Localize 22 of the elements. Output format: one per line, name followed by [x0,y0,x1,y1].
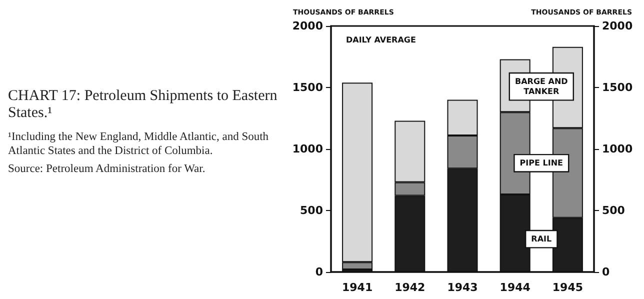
y-tick-label: 2000 [292,20,324,32]
series-label: BARGE AND TANKER [515,77,568,96]
x-tick-label: 1942 [394,281,426,294]
text: ¹Including the New England, Middle Atlantic, and South Atlantic States and the District of Columbia. [8,130,270,158]
y2-tick-label: 1000 [602,142,633,156]
y-tick-label: 0 [315,266,324,278]
y2-tick-label: 1500 [602,81,633,94]
y2-tick-label: 0 [602,266,610,278]
series-label: PIPE LINE [520,158,563,168]
x-tick-label: 1944 [500,281,531,294]
series-label: RAIL [531,234,552,244]
y-tick-label: 1500 [292,81,324,94]
x-tick-label: 1943 [447,281,478,294]
x-tick-label: 1941 [342,281,373,294]
y-tick-label: 1000 [292,142,324,156]
source-note: Source: Petroleum Administration for War. [8,162,206,176]
text: DAILY AVERAGE [346,36,416,44]
x-tick-label: 1945 [552,281,584,294]
y2-tick-label: 500 [602,204,626,217]
y2-tick-label: 2000 [602,20,633,32]
y-tick-label: 500 [300,204,324,217]
text: CHART 17: Petroleum Shipments to Eastern States.¹ [8,88,278,122]
